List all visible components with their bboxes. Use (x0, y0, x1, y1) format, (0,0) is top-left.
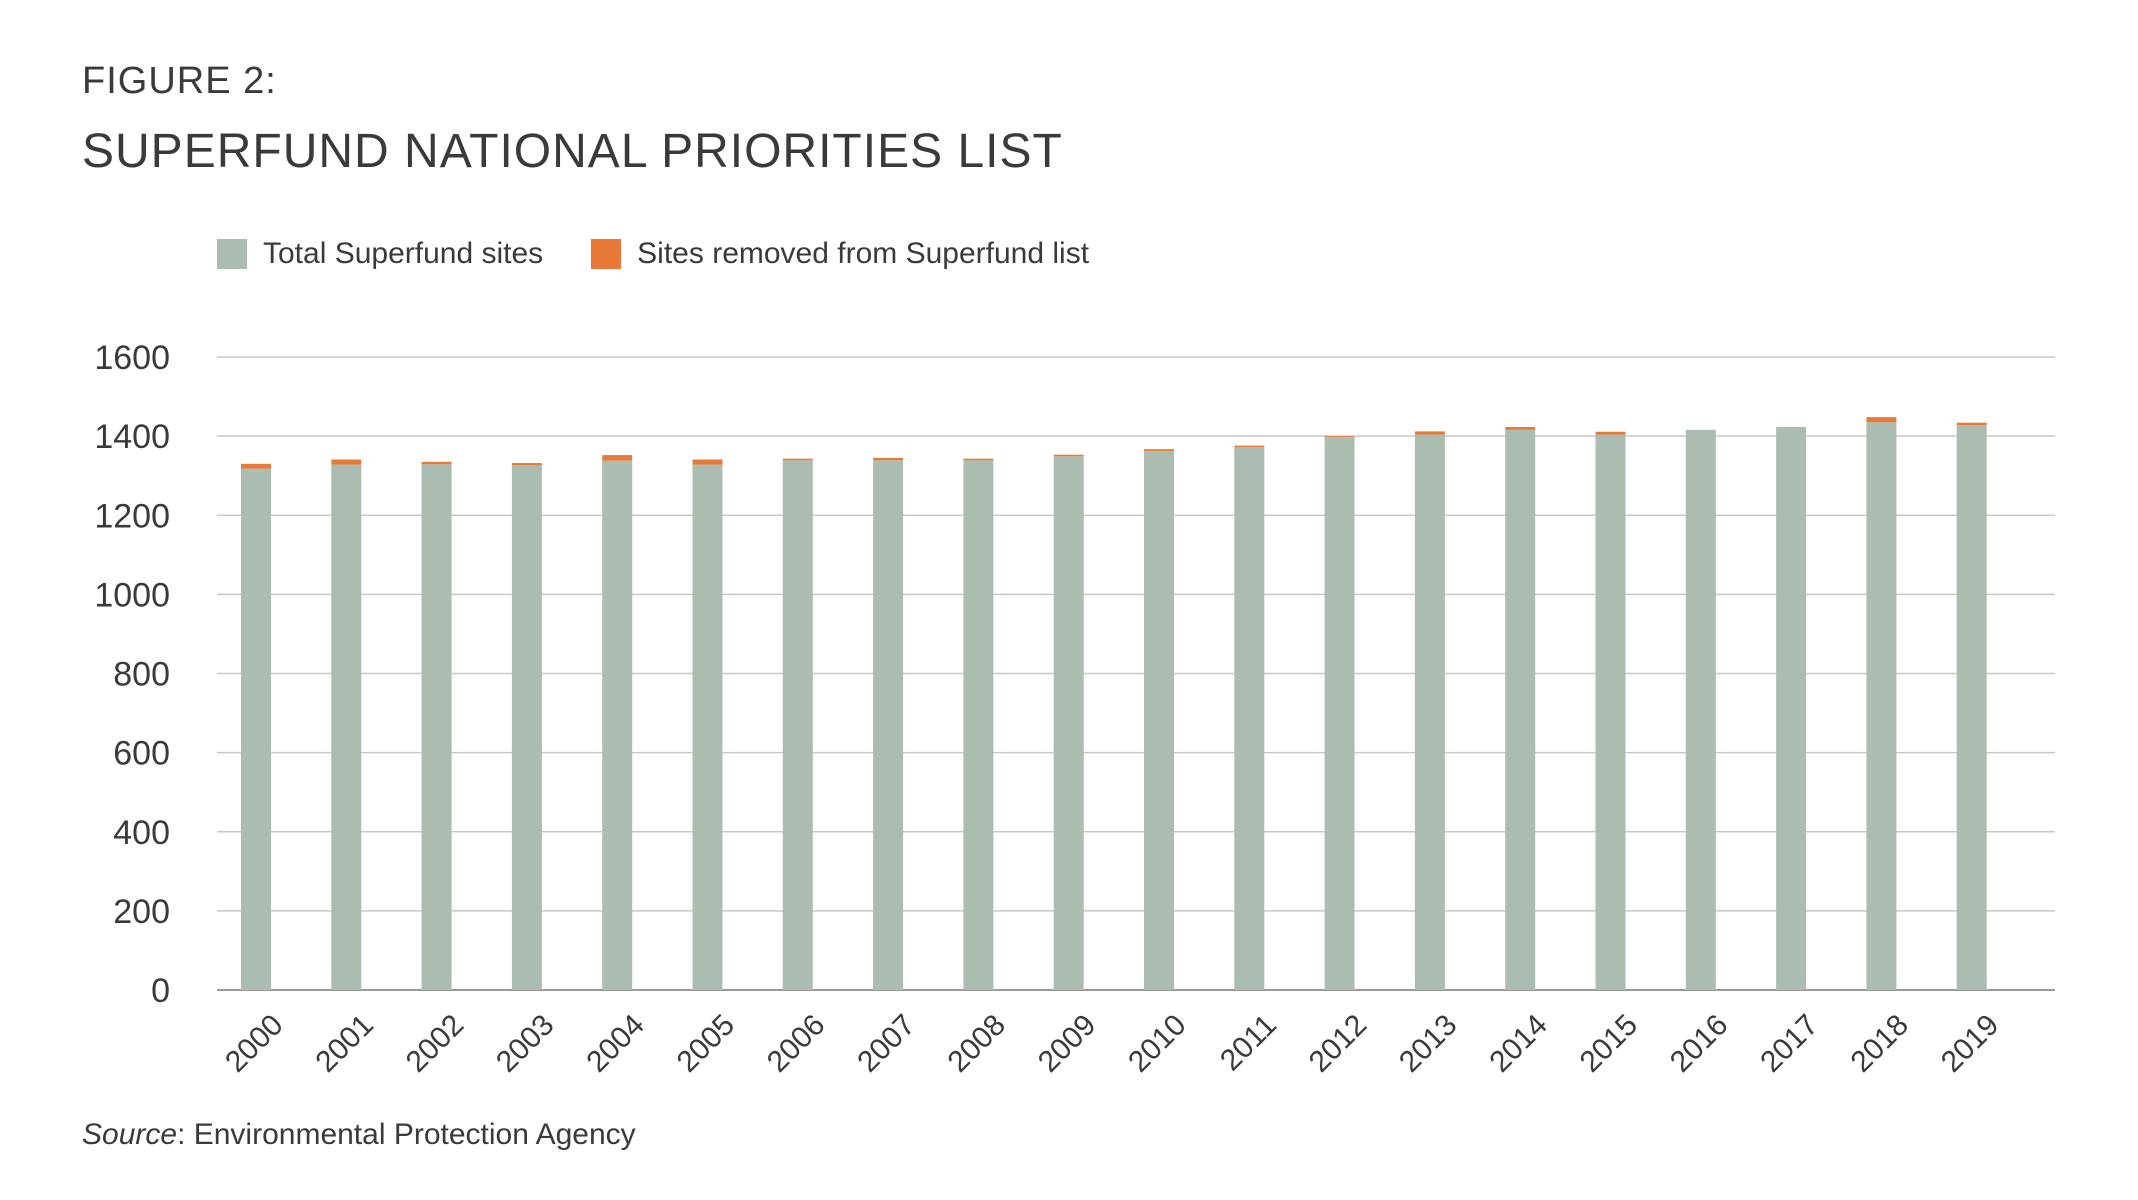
bar-removed-2012 (1324, 436, 1355, 437)
bar-removed-2013 (1414, 431, 1445, 435)
x-tick-label-2011: 2011 (1214, 1008, 1283, 1077)
x-tick-label-2013: 2013 (1393, 1008, 1464, 1079)
y-tick-label: 1200 (94, 497, 170, 535)
bar-removed-2004 (602, 455, 633, 461)
source-text: : Environmental Protection Agency (177, 1118, 636, 1151)
x-tick-label-2000: 2000 (219, 1008, 290, 1079)
bar-removed-2000 (241, 463, 271, 469)
x-tick-label-2001: 2001 (309, 1008, 380, 1079)
bar-removed-2007 (873, 457, 904, 461)
x-tick-label-2009: 2009 (1032, 1008, 1103, 1079)
x-tick-label-2016: 2016 (1664, 1008, 1735, 1079)
bar-removed-2005 (692, 459, 723, 465)
y-tick-label: 400 (113, 814, 170, 852)
bar-removed-2014 (1505, 427, 1536, 430)
bar-total-2011 (1234, 447, 1265, 990)
bar-total-2009 (1053, 456, 1084, 990)
bar-total-2016 (1685, 429, 1716, 990)
bar-total-2004 (602, 460, 633, 990)
bar-layer (241, 417, 1987, 991)
bar-total-2010 (1144, 451, 1174, 990)
x-tick-label-2015: 2015 (1574, 1008, 1645, 1079)
bar-total-2018 (1866, 422, 1897, 990)
x-axis-ticks: 2000 2001 2002 2003 2004 2005 2006 2007 2008 2009… (219, 1008, 2005, 1079)
bar-removed-2001 (331, 459, 362, 465)
y-tick-label: 1000 (94, 576, 170, 614)
x-tick-label-2010: 2010 (1122, 1008, 1193, 1079)
bar-total-2012 (1324, 436, 1355, 990)
x-tick-label-2005: 2005 (671, 1008, 742, 1079)
bar-removed-2002 (421, 461, 452, 465)
x-tick-label-2008: 2008 (942, 1008, 1013, 1079)
bar-total-2015 (1595, 434, 1626, 991)
chart-title: SUPERFUND NATIONAL PRIORITIES LIST (82, 125, 1063, 178)
bar-removed-2018 (1866, 417, 1897, 423)
bar-removed-2008 (963, 458, 994, 461)
legend-label-total: Total Superfund sites (263, 237, 544, 270)
x-tick-label-2006: 2006 (761, 1008, 832, 1079)
bar-removed-2010 (1144, 449, 1174, 452)
y-tick-label: 1600 (94, 339, 170, 377)
x-tick-label-2019: 2019 (1935, 1008, 2006, 1079)
bar-total-2017 (1776, 427, 1807, 990)
bar-removed-2006 (782, 458, 813, 461)
y-tick-label: 800 (113, 656, 170, 694)
bar-total-2013 (1414, 434, 1445, 991)
bar-removed-2003 (511, 463, 542, 466)
bar-removed-2009 (1053, 454, 1084, 457)
bar-total-2000 (241, 468, 271, 990)
bar-removed-2019 (1956, 422, 1987, 426)
x-tick-label-2012: 2012 (1303, 1008, 1374, 1079)
bar-total-2005 (692, 464, 723, 990)
x-tick-label-2007: 2007 (851, 1008, 922, 1079)
legend-label-removed: Sites removed from Superfund list (637, 237, 1090, 270)
y-tick-label: 600 (113, 735, 170, 773)
bar-total-2014 (1505, 429, 1536, 990)
x-tick-label-2002: 2002 (400, 1008, 471, 1079)
source-note: Source: Environmental Protection Agency (82, 1118, 636, 1152)
y-tick-label: 200 (113, 893, 170, 931)
bar-removed-2011 (1234, 445, 1265, 448)
y-tick-label: 0 (151, 972, 170, 1010)
x-tick-label-2014: 2014 (1483, 1008, 1554, 1079)
chart-legend: Total Superfund sites Sites removed from… (217, 237, 1137, 271)
y-axis-ticks: 0 200 400 600 800 1000 1200 1400 1600 (94, 339, 170, 1010)
bar-total-2002 (421, 464, 452, 991)
x-tick-label-2003: 2003 (490, 1008, 561, 1079)
legend-swatch-total (217, 239, 247, 269)
x-tick-label-2004: 2004 (580, 1008, 651, 1079)
legend-item-removed: Sites removed from Superfund list (591, 237, 1089, 271)
x-tick-label-2017: 2017 (1754, 1008, 1825, 1079)
source-prefix: Source (82, 1118, 178, 1151)
bar-total-2003 (511, 465, 542, 990)
x-tick-label-2018: 2018 (1845, 1008, 1916, 1079)
bar-total-2019 (1956, 425, 1987, 990)
bar-total-2006 (782, 460, 813, 990)
legend-swatch-removed (591, 239, 622, 269)
figure-label: FIGURE 2: (82, 60, 277, 102)
y-tick-label: 1400 (94, 418, 170, 456)
bar-total-2001 (331, 464, 362, 990)
bar-total-2008 (963, 460, 994, 990)
bar-total-2007 (873, 460, 904, 990)
bar-removed-2015 (1595, 431, 1626, 435)
legend-item-total: Total Superfund sites (217, 237, 543, 271)
